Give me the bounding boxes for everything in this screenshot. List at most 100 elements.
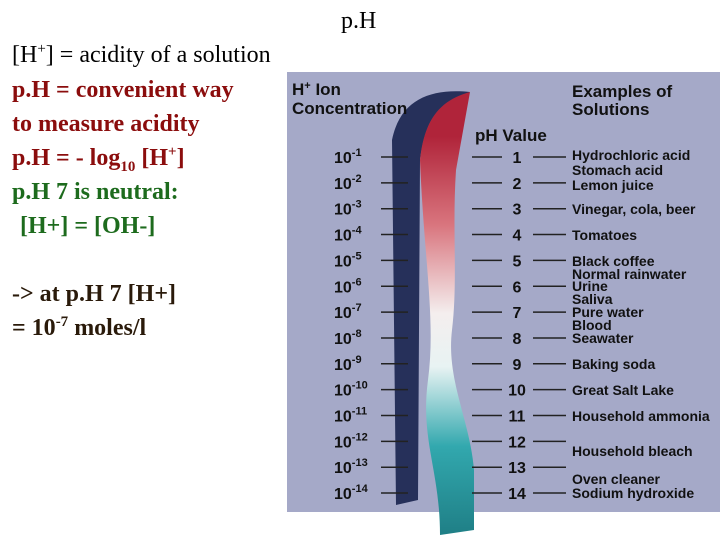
text-line: [H+] = [OH-]	[20, 213, 156, 239]
header-text: Ion	[311, 80, 341, 99]
ribbon	[420, 92, 474, 535]
text-line: -> at p.H 7 [H+]	[12, 281, 177, 307]
ph-value: 8	[513, 331, 522, 348]
example-label: Household bleach	[572, 443, 693, 459]
concentration-label: 10-14	[334, 483, 369, 503]
concentration-label: 10-13	[334, 457, 368, 477]
text-line: p.H 7 is neutral:	[12, 179, 179, 205]
concentration-label: 10-10	[334, 380, 368, 400]
example-label: Stomach acid	[572, 162, 663, 178]
concentration-label: 10-2	[334, 173, 362, 193]
concentration-label: 10-5	[334, 250, 362, 270]
concentration-exponent: -13	[352, 457, 368, 469]
concentration-exponent: -4	[352, 225, 363, 237]
ph-value: 3	[513, 202, 522, 219]
text: [H	[135, 145, 169, 171]
concentration-exponent: -10	[352, 380, 368, 392]
concentration-base: 10	[334, 176, 352, 193]
concentration-base: 10	[334, 486, 352, 503]
ph-value: 12	[508, 434, 526, 451]
ph-value: 1	[513, 150, 522, 167]
example-label: Baking soda	[572, 356, 655, 372]
ph-value: 10	[508, 383, 526, 400]
concentration-label: 10-6	[334, 276, 362, 296]
concentration-exponent: -14	[352, 483, 369, 495]
concentration-base: 10	[334, 150, 352, 167]
text-line: [H+] = acidity of a solution	[12, 42, 271, 69]
example-label: Urine	[572, 278, 608, 294]
concentration-label: 10-9	[334, 354, 362, 374]
concentration-label: 10-4	[334, 225, 362, 245]
concentration-base: 10	[334, 228, 352, 245]
text: p.H = - log	[12, 145, 121, 171]
text: ]	[176, 145, 185, 171]
example-label: Great Salt Lake	[572, 382, 674, 398]
concentration-exponent: -3	[352, 199, 362, 211]
ph-value: 2	[513, 176, 522, 193]
text-line: p.H = - log10 [H+]	[12, 145, 185, 175]
concentration-base: 10	[334, 434, 352, 451]
example-label: Seawater	[572, 330, 634, 346]
example-label: Pure water	[572, 304, 644, 320]
ph-value: 11	[509, 409, 526, 426]
example-label: Saliva	[572, 291, 613, 307]
concentration-base: 10	[334, 357, 352, 374]
text-line: = 10-7 moles/l	[12, 315, 146, 342]
concentration-exponent: -9	[352, 354, 362, 366]
concentration-label: 10-8	[334, 328, 362, 348]
ph-value: 9	[513, 357, 522, 374]
example-label: Hydrochloric acid	[572, 147, 690, 163]
concentration-exponent: -11	[352, 406, 367, 418]
example-label: Black coffee	[572, 253, 655, 269]
text: ] = acidity of a solution	[45, 42, 271, 68]
header-text: Concentration	[292, 99, 407, 118]
concentration-exponent: -12	[352, 431, 368, 443]
subscript: 10	[120, 158, 136, 175]
example-label: Oven cleaner	[572, 471, 660, 487]
concentration-base: 10	[334, 460, 352, 477]
ribbon-back	[392, 91, 470, 506]
superscript: -7	[55, 314, 69, 330]
concentration-label: 10-3	[334, 199, 362, 219]
concentration-exponent: -2	[352, 173, 362, 185]
concentration-base: 10	[334, 202, 352, 219]
concentration-label: 10-12	[334, 431, 368, 451]
ph-value: 5	[513, 253, 522, 270]
concentration-exponent: -6	[352, 276, 362, 288]
example-label: Tomatoes	[572, 227, 637, 243]
header-text: H	[292, 80, 304, 99]
ph-value: 13	[508, 460, 526, 477]
concentration-base: 10	[334, 331, 352, 348]
concentration-base: 10	[334, 409, 352, 426]
text: [H	[12, 42, 38, 68]
text-line: to measure acidity	[12, 111, 200, 137]
text-line: p.H = convenient way	[12, 77, 234, 103]
concentration-base: 10	[334, 383, 352, 400]
concentration-label: 10-1	[334, 147, 362, 167]
header-text: Examples of	[572, 82, 672, 101]
concentration-base: 10	[334, 253, 352, 270]
ph-value: 14	[508, 486, 526, 503]
example-label: Vinegar, cola, beer	[572, 201, 696, 217]
concentration-exponent: -8	[352, 328, 362, 340]
example-label: Sodium hydroxide	[572, 485, 694, 501]
example-label: Lemon juice	[572, 177, 654, 193]
ph-header: pH Value	[475, 126, 547, 145]
examples-header: Examples of Solutions	[572, 82, 672, 119]
concentration-base: 10	[334, 279, 352, 296]
text: moles/l	[68, 315, 147, 341]
concentration-header: H+ Ion Concentration	[292, 80, 407, 118]
diagram-background	[287, 72, 720, 512]
slide-title: p.H	[341, 8, 377, 34]
text: = 10	[12, 315, 56, 341]
concentration-base: 10	[334, 305, 352, 322]
example-label: Household ammonia	[572, 408, 710, 424]
concentration-exponent: -5	[352, 250, 362, 262]
header-text: Solutions	[572, 100, 649, 119]
example-label: Blood	[572, 317, 612, 333]
ph-value: 4	[513, 228, 522, 245]
superscript: +	[37, 41, 46, 57]
concentration-label: 10-7	[334, 302, 362, 322]
ph-value: 6	[513, 279, 522, 296]
